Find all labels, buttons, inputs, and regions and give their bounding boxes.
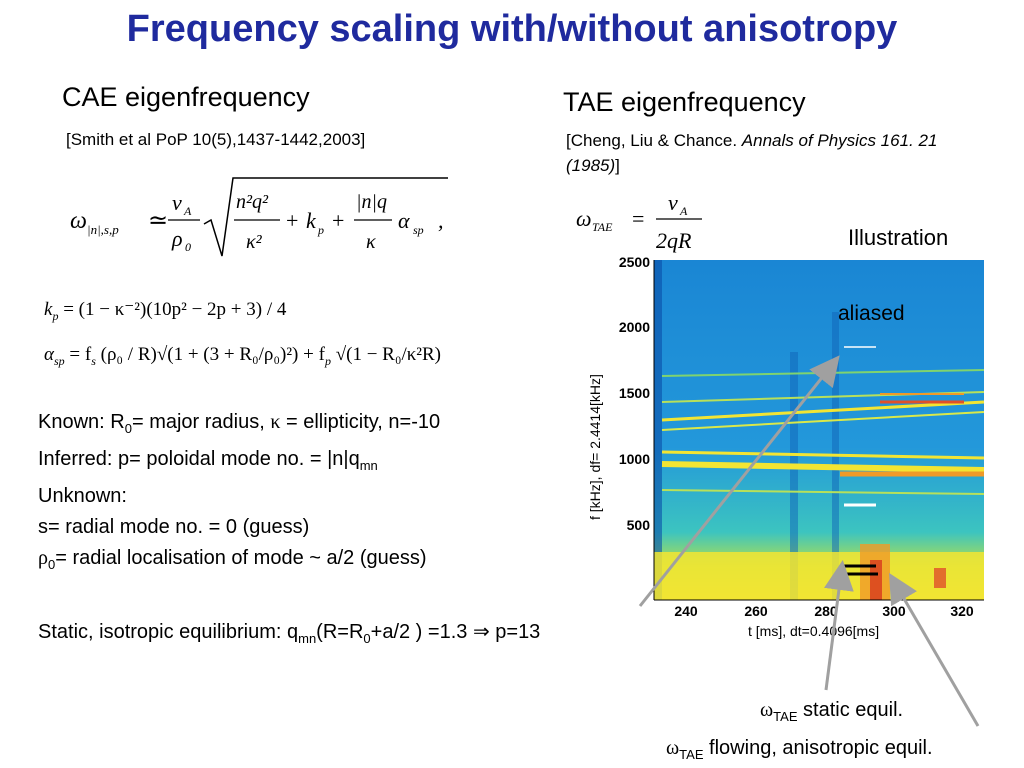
y-tick-500: 500 [627,517,651,533]
eq-alpha: α [398,208,410,233]
y-tick-2000: 2000 [619,319,650,335]
burst-red-2 [934,568,946,588]
tae-equals: = [632,206,644,231]
rho-line: ρ0= radial localisation of mode ~ a/2 (g… [38,547,427,572]
y-axis-label: f [kHz], df= 2.4414[kHz] [587,374,603,520]
page-title: Frequency scaling with/without anisotrop… [126,8,898,50]
tae-omega-sub: TAE [592,220,613,234]
alpha-formula-c: √(1 − R₀/κ²R) [335,344,442,365]
y-tick-2500: 2500 [619,254,650,270]
eq-comma: , [438,208,444,233]
eq-kappa2: κ² [246,231,263,253]
eq-va-sub: A [183,204,192,218]
tae-omega: ω [576,206,592,231]
tae-equation: ω TAE = v A 2qR [574,186,714,256]
eq-n2q2: n²q² [236,191,269,213]
eq-approx-sign: ≃ [148,208,168,234]
eq-va: v [172,190,182,215]
band-900 [661,461,985,473]
band-1250 [661,400,985,422]
eq-rho0-sub: 0 [185,240,191,254]
alpha-symbol: αsp [44,344,65,368]
x-tick-260: 260 [744,603,768,619]
alpha-formula-b: (ρ₀ / R)√(1 + (3 + R₀/ρ₀)²) + f [100,344,325,365]
band-950 [661,450,985,460]
eq-omega-sub: |n|,s,p [87,222,119,237]
inferred-line: Inferred: p= poloidal mode no. = |n|qmn [38,448,378,473]
cae-heading: CAE eigenfrequency [62,82,310,112]
tae-reference: [Cheng, Liu & Chance. Annals of Physics … [566,131,938,175]
kp-formula: kp = (1 − κ⁻²)(10p² − 2p + 3) / 4 [44,298,286,324]
arrow-to-aliased [638,355,840,607]
low-freq-band [654,552,984,600]
cae-main-equation: ω |n|,s,p ≃ v A ρ 0 n²q² κ² + k p + |n|q… [70,172,470,262]
arrow-static-equil [824,560,854,691]
gap-1 [790,352,798,600]
spectrogram-background [654,260,984,600]
eq-plus-2: + [332,208,344,233]
kp-symbol: kp [44,299,59,323]
eq-kp: k [306,208,317,233]
band-750 [661,489,985,495]
known-line: Known: R0= major radius, κ = ellipticity… [38,411,441,436]
tae-va-sub: A [679,204,688,218]
x-tick-240: 240 [674,603,698,619]
x-tick-280: 280 [814,603,838,619]
y-tick-1000: 1000 [619,451,650,467]
s-line: s= radial mode no. = 0 (guess) [38,516,310,538]
tae-va: v [668,190,678,215]
fp-sub: p [324,353,331,368]
tae-heading: TAE eigenfrequency [563,87,806,117]
eq-sqrt-sign [203,177,448,257]
unknown-line: Unknown: [38,485,127,507]
eq-alpha-sub: sp [413,223,424,237]
x-axis-label: t [ms], dt=0.4096[ms] [748,623,879,639]
aliased-label: aliased [838,302,905,325]
legend-static: ωTAE static equil. [760,699,904,724]
eq-omega: ω [70,208,87,234]
eq-rho0: ρ [171,226,183,251]
eq-kappa: κ [366,231,376,253]
alpha-formula-a: = f [69,344,92,365]
legend-flowing: ωTAE flowing, anisotropic equil. [666,737,933,762]
illustration-label: Illustration [848,225,949,250]
spectrogram-graphic: 2500 2000 1500 1000 500 240 260 280 300 … [587,254,985,639]
y-tick-1500: 1500 [619,385,650,401]
fs-sub: s [91,353,96,368]
eq-plus-1: + [286,208,298,233]
tae-equation-graphic: ω TAE = v A 2qR [576,190,702,253]
cae-equation-graphic: ω |n|,s,p ≃ v A ρ 0 n²q² κ² + k p + |n|q… [70,177,448,257]
spectrogram: 2500 2000 1500 1000 500 240 260 280 300 … [580,252,1000,652]
cae-reference: [Smith et al PoP 10(5),1437-1442,2003] [66,130,366,149]
burst-red [870,560,882,600]
eq-nq: |n|q [356,191,387,213]
x-tick-320: 320 [950,603,974,619]
arrow-flowing-equil [888,572,980,727]
tae-den: 2qR [656,228,692,253]
static-equilibrium-line: Static, isotropic equilibrium: qmn(R=R0+… [38,621,541,646]
band-1200 [661,411,985,431]
notes-block: Known: R0= major radius, κ = ellipticity… [38,407,598,580]
x-tick-300: 300 [882,603,906,619]
gap-left [654,260,662,600]
eq-kp-sub: p [317,223,324,237]
kp-formula-body: = (1 − κ⁻²)(10p² − 2p + 3) / 4 [63,299,287,320]
alpha-formula: αsp = fs (ρ₀ / R)√(1 + (3 + R₀/ρ₀)²) + f… [44,344,441,369]
